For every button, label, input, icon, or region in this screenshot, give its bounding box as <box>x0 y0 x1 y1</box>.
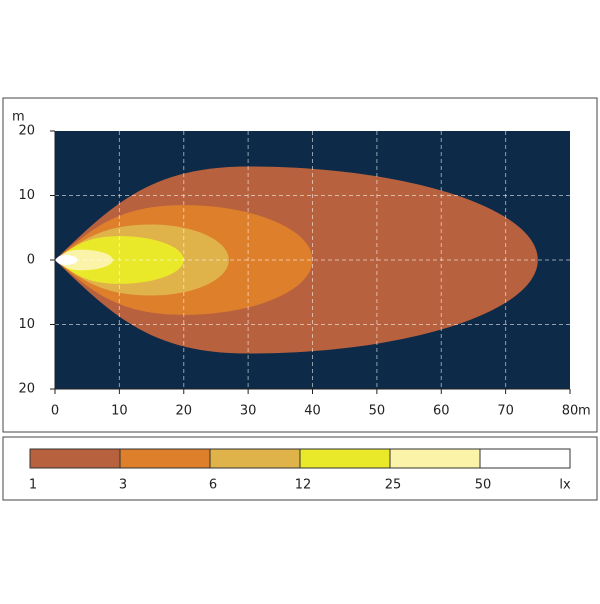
x-tick-label: 80 <box>562 404 579 419</box>
legend-swatch <box>389 448 481 469</box>
x-tick-label: 60 <box>433 404 450 419</box>
legend-frame <box>2 436 598 501</box>
y-tick-label: 10 <box>18 317 35 332</box>
x-tick-label: 10 <box>111 404 128 419</box>
legend-label: 1 <box>29 478 37 493</box>
y-tick-label: 20 <box>18 124 35 139</box>
chart-frame <box>2 97 598 433</box>
y-tick-label: 20 <box>18 382 35 397</box>
legend-swatch <box>479 448 571 469</box>
legend-swatch <box>299 448 391 469</box>
legend-swatch <box>29 448 121 469</box>
x-unit: m <box>578 404 591 419</box>
x-tick-label: 0 <box>51 404 59 419</box>
legend-unit: lx <box>559 478 571 493</box>
isolux-region <box>55 254 78 266</box>
legend-label: 6 <box>209 478 217 493</box>
x-tick-label: 70 <box>497 404 514 419</box>
legend-swatch <box>209 448 301 469</box>
x-tick-label: 30 <box>240 404 257 419</box>
x-tick-label: 20 <box>175 404 192 419</box>
legend-label: 12 <box>295 478 312 493</box>
legend-label: 3 <box>119 478 127 493</box>
y-unit: m <box>12 110 25 125</box>
legend-label: 50 <box>475 478 492 493</box>
legend-swatch <box>119 448 211 469</box>
y-tick-label: 10 <box>18 188 35 203</box>
x-tick-label: 50 <box>369 404 386 419</box>
x-tick-label: 40 <box>304 404 321 419</box>
legend-label: 25 <box>385 478 402 493</box>
y-tick-label: 0 <box>27 253 35 268</box>
